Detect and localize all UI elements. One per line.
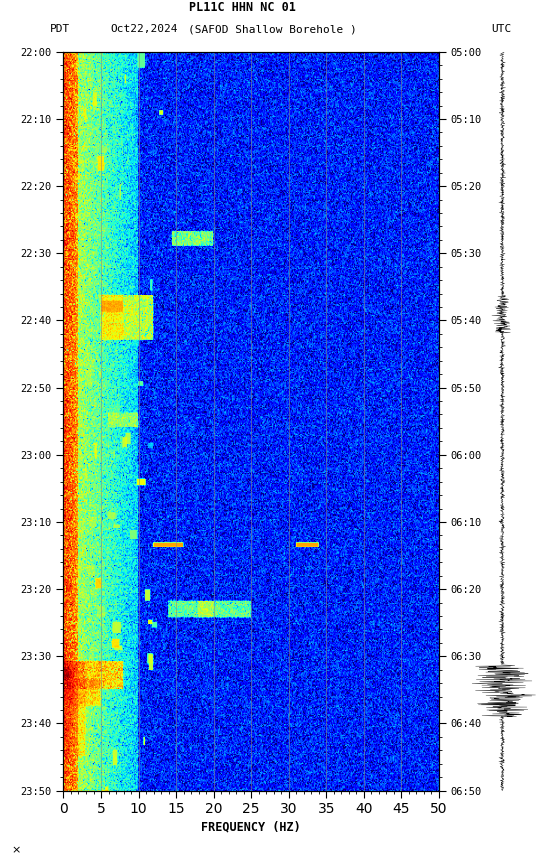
- Text: PDT: PDT: [50, 24, 70, 35]
- Text: Oct22,2024: Oct22,2024: [110, 24, 178, 35]
- Text: UTC: UTC: [491, 24, 512, 35]
- Text: PL11C HHN NC 01: PL11C HHN NC 01: [189, 1, 296, 15]
- Text: (SAFOD Shallow Borehole ): (SAFOD Shallow Borehole ): [188, 24, 357, 35]
- X-axis label: FREQUENCY (HZ): FREQUENCY (HZ): [201, 821, 301, 834]
- Text: $\times$: $\times$: [11, 845, 21, 855]
